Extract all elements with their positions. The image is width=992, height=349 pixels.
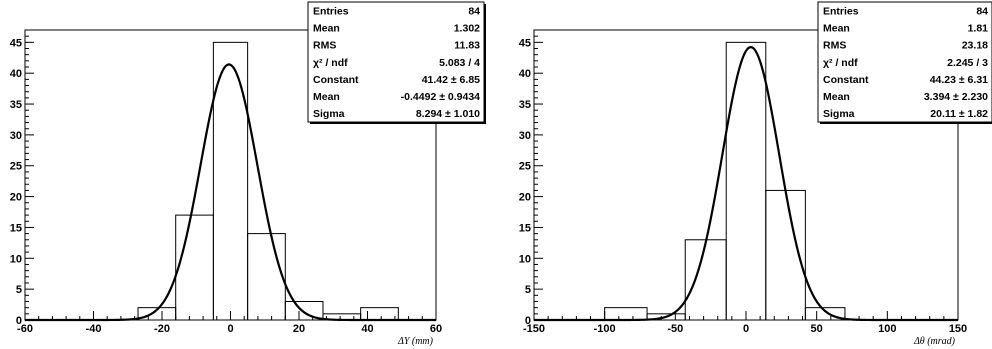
stats-label: RMS <box>313 40 336 52</box>
x-tick-label: -20 <box>154 323 170 335</box>
stats-value: 44.23 ± 6.31 <box>930 74 988 86</box>
y-tick-label: 30 <box>10 130 22 142</box>
stats-label: Constant <box>313 74 359 86</box>
y-tick-label: 35 <box>10 99 22 111</box>
y-tick-label: 20 <box>519 192 531 204</box>
histogram-bin <box>175 214 214 321</box>
stats-label: Entries <box>823 5 859 17</box>
stats-value: 11.83 <box>454 40 480 52</box>
histogram-bin <box>212 41 249 321</box>
y-tick-label: 5 <box>525 284 531 296</box>
y-tick-label: 40 <box>519 68 531 80</box>
x-tick-label: 150 <box>949 323 967 335</box>
histogram-bin <box>247 233 286 321</box>
histogram-bin <box>804 307 846 321</box>
stats-value: 8.294 ± 1.010 <box>416 108 480 120</box>
stats-label: Sigma <box>313 108 345 120</box>
stats-box: Entries 84 Mean 1.302 RMS 11.83 χ² / ndf 5.083 … <box>307 1 486 124</box>
stats-label: Mean <box>313 91 340 103</box>
y-tick-label: 10 <box>519 253 531 265</box>
stats-value: 84 <box>468 5 480 17</box>
x-tick-label: -100 <box>594 323 616 335</box>
x-tick-label: 0 <box>743 323 749 335</box>
x-tick-label: -60 <box>17 323 33 335</box>
stats-label: Constant <box>823 74 869 86</box>
stats-label: RMS <box>823 40 846 52</box>
stats-label: Mean <box>823 91 850 103</box>
histogram-bin <box>360 307 399 321</box>
stats-value: 84 <box>976 5 988 17</box>
stats-value: 1.81 <box>968 22 989 34</box>
stats-label: Mean <box>313 22 340 34</box>
x-tick-label: 40 <box>361 323 373 335</box>
x-axis-title: ΔY (mm) <box>397 336 434 347</box>
x-tick-label: 20 <box>293 323 305 335</box>
stats-label: χ² / ndf <box>823 57 858 69</box>
histogram-bin <box>284 300 324 321</box>
y-tick-label: 45 <box>519 37 531 49</box>
y-tick-label: 15 <box>10 222 22 234</box>
histogram-bin <box>684 239 727 321</box>
y-tick-label-zero: 0 <box>525 315 531 327</box>
gaussian-fit-curve <box>25 63 436 322</box>
y-tick-label-zero: 0 <box>16 315 22 327</box>
histogram-bin <box>725 41 767 321</box>
y-tick-label: 5 <box>16 284 22 296</box>
y-tick-label: 20 <box>10 192 22 204</box>
x-tick-label: -40 <box>86 323 102 335</box>
x-tick-label: -150 <box>523 323 545 335</box>
y-tick-label: 40 <box>10 68 22 80</box>
x-tick-label: 0 <box>227 323 233 335</box>
stats-value: 41.42 ± 6.85 <box>422 74 480 86</box>
stats-label: Entries <box>313 5 349 17</box>
histogram-panel-1: 5 10 15 20 25 30 35 40 45 -60 -40 -20 0 20 40 60 0 ΔY (mm… <box>10 1 486 347</box>
stats-value: 2.245 / 3 <box>947 57 988 69</box>
stats-value: 20.11 ± 1.82 <box>930 108 988 120</box>
stats-box-frame <box>817 1 992 123</box>
stats-value: 3.394 ± 2.230 <box>924 91 988 103</box>
y-tick-label: 30 <box>519 130 531 142</box>
stats-value: 23.18 <box>962 40 988 52</box>
stats-label: Mean <box>823 22 850 34</box>
x-tick-label: 100 <box>878 323 896 335</box>
gaussian-fit-curve <box>534 46 958 322</box>
x-tick-label: -50 <box>667 323 683 335</box>
y-tick-label: 45 <box>10 37 22 49</box>
histogram-panel-2: 5 10 15 20 25 30 35 40 45 -150 -100 -50 0 50 100 150 0 Δθ… <box>519 1 992 347</box>
y-tick-label: 25 <box>519 161 531 173</box>
stats-box: Entries 84 Mean 1.81 RMS 23.18 χ² / ndf 2.245 /… <box>817 1 992 124</box>
y-tick-label: 35 <box>519 99 531 111</box>
histogram-bin <box>604 307 648 321</box>
stats-value: 1.302 <box>454 22 480 34</box>
stats-label: χ² / ndf <box>313 57 348 69</box>
stats-label: Sigma <box>823 108 855 120</box>
y-tick-label: 10 <box>10 253 22 265</box>
stats-value: -0.4492 ± 0.9434 <box>401 91 480 103</box>
stats-value: 5.083 / 4 <box>439 57 480 69</box>
x-axis-title: Δθ (mrad) <box>913 336 956 347</box>
y-tick-label: 25 <box>10 161 22 173</box>
y-tick-label: 15 <box>519 222 531 234</box>
stats-box-frame <box>307 1 485 123</box>
x-tick-label: 50 <box>811 323 823 335</box>
x-tick-label: 60 <box>430 323 442 335</box>
